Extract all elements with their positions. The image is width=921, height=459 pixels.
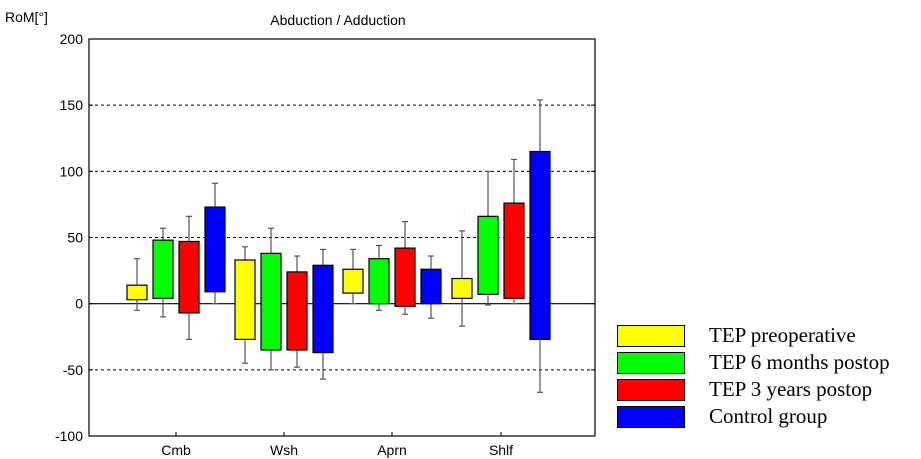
bar [342, 268, 364, 294]
legend-label: TEP 6 months postop [709, 350, 890, 374]
y-tick-label: 0 [75, 296, 83, 312]
y-axis-label: RoM[°] [5, 9, 48, 25]
legend-swatch [617, 405, 685, 428]
y-tick-label: -100 [55, 428, 83, 444]
x-tick-label: Aprn [377, 442, 407, 458]
chart-title: Abduction / Adduction [270, 12, 405, 28]
bar [286, 271, 308, 351]
bar [260, 252, 282, 351]
bar [178, 240, 200, 314]
legend-label: TEP 3 years postop [709, 377, 873, 401]
bar [451, 277, 473, 299]
bar [312, 264, 334, 354]
legend-item: TEP preoperative [617, 322, 917, 349]
x-tick-label: Cmb [161, 442, 191, 458]
y-tick-label: -50 [63, 362, 83, 378]
grid-lines [89, 104, 595, 371]
bar [477, 215, 499, 296]
bar [204, 206, 226, 293]
x-tick-label: Shlf [489, 442, 513, 458]
y-tick-label: 150 [60, 97, 84, 113]
bar [529, 150, 551, 340]
bar [394, 247, 416, 307]
legend-item: Control group [617, 403, 917, 430]
y-tick-labels: -100 -50 0 50 100 150 200 [55, 31, 595, 444]
legend-item: TEP 3 years postop [617, 376, 917, 403]
legend-swatch [617, 351, 685, 374]
bar [126, 284, 148, 301]
bar [152, 239, 174, 299]
legend-item: TEP 6 months postop [617, 349, 917, 376]
x-tick-labels: Cmb Wsh Aprn Shlf [161, 432, 513, 458]
y-tick-label: 100 [60, 163, 84, 179]
bar [503, 202, 525, 299]
legend: TEP preoperative TEP 6 months postop TEP 3… [617, 322, 917, 430]
y-tick-label: 200 [60, 31, 84, 47]
legend-label: Control group [709, 404, 828, 428]
bar [420, 268, 442, 305]
bar-group [126, 99, 551, 393]
legend-swatch [617, 324, 685, 347]
legend-swatch [617, 378, 685, 401]
x-tick-label: Wsh [270, 442, 298, 458]
bar [368, 258, 390, 305]
bar [234, 259, 256, 340]
legend-label: TEP preoperative [709, 323, 856, 347]
y-tick-label: 50 [67, 230, 83, 246]
